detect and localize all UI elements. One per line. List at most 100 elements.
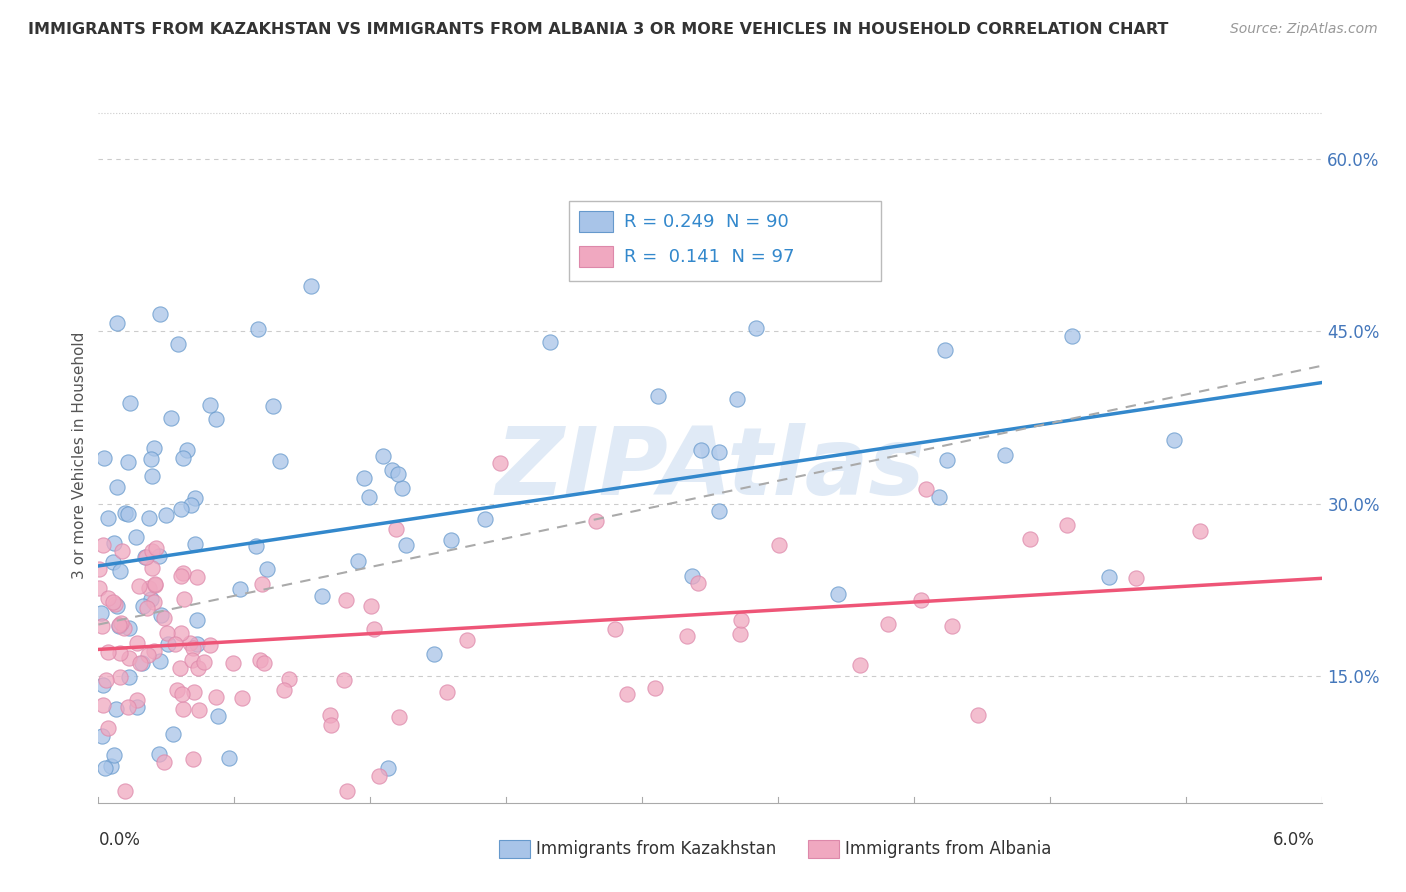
Point: [105, 599, 128, 613]
Point: [489, 456, 512, 470]
Point: [193, 655, 215, 669]
Point: [928, 490, 950, 504]
Point: [145, 541, 167, 555]
Point: [262, 399, 284, 413]
Point: [690, 443, 713, 458]
Point: [110, 616, 132, 631]
Point: [97, 645, 120, 659]
Point: [363, 622, 385, 636]
Point: [141, 544, 163, 558]
Point: [849, 658, 872, 673]
Point: [827, 586, 849, 600]
Point: [90, 619, 112, 633]
Bar: [579, 211, 613, 232]
Point: [207, 708, 229, 723]
Point: [141, 592, 163, 607]
Text: ZIPAtlas: ZIPAtlas: [495, 423, 925, 515]
Point: [117, 507, 139, 521]
Point: [186, 613, 208, 627]
Point: [169, 661, 191, 675]
Text: IMMIGRANTS FROM KAZAKHSTAN VS IMMIGRANTS FROM ALBANIA 3 OR MORE VEHICLES IN HOUS: IMMIGRANTS FROM KAZAKHSTAN VS IMMIGRANTS…: [28, 22, 1168, 37]
Point: [131, 656, 153, 670]
Point: [245, 539, 267, 553]
Point: [253, 656, 276, 670]
Point: [377, 761, 399, 775]
Point: [200, 638, 222, 652]
Point: [436, 685, 458, 699]
Point: [143, 577, 166, 591]
Point: [186, 570, 208, 584]
Point: [157, 636, 180, 650]
Point: [118, 651, 141, 665]
Point: [97, 511, 120, 525]
Point: [117, 455, 139, 469]
Point: [107, 618, 129, 632]
Point: [367, 769, 389, 783]
Text: Source: ZipAtlas.com: Source: ZipAtlas.com: [1230, 22, 1378, 37]
Point: [170, 501, 193, 516]
Point: [371, 449, 394, 463]
Point: [148, 549, 170, 563]
Point: [103, 747, 125, 762]
Point: [728, 626, 751, 640]
Point: [993, 448, 1015, 462]
Point: [91, 678, 114, 692]
Point: [384, 522, 406, 536]
Point: [117, 700, 139, 714]
Point: [143, 577, 166, 591]
Point: [319, 708, 342, 723]
Point: [231, 691, 253, 706]
Point: [172, 701, 194, 715]
Point: [89, 606, 111, 620]
Point: [128, 579, 150, 593]
Point: [353, 471, 375, 485]
Point: [321, 718, 343, 732]
Point: [181, 640, 204, 655]
Point: [1060, 329, 1083, 343]
Point: [148, 747, 170, 761]
Point: [681, 569, 703, 583]
Point: [97, 591, 120, 606]
Point: [1056, 518, 1078, 533]
Point: [172, 450, 194, 465]
Point: [222, 656, 245, 670]
Point: [391, 481, 413, 495]
Point: [676, 629, 699, 643]
Text: R = 0.249  N = 90: R = 0.249 N = 90: [624, 213, 789, 231]
Point: [269, 454, 291, 468]
Point: [252, 577, 274, 591]
Point: [159, 411, 181, 425]
Point: [335, 592, 357, 607]
Point: [153, 610, 176, 624]
Point: [360, 599, 382, 613]
Point: [91, 538, 114, 552]
Point: [172, 566, 194, 581]
Point: [136, 601, 159, 615]
Point: [120, 396, 142, 410]
Point: [87, 562, 110, 576]
Point: [647, 389, 669, 403]
Point: [136, 648, 159, 662]
Point: [111, 543, 134, 558]
Point: [725, 392, 748, 406]
Point: [87, 581, 110, 595]
Point: [395, 538, 418, 552]
Point: [456, 633, 478, 648]
Point: [183, 685, 205, 699]
Point: [1163, 433, 1185, 447]
Point: [91, 698, 114, 712]
Point: [1098, 570, 1121, 584]
Point: [745, 320, 768, 334]
Point: [768, 538, 790, 552]
Point: [179, 636, 201, 650]
Point: [204, 412, 226, 426]
Point: [139, 451, 162, 466]
Point: [173, 592, 195, 607]
Point: [935, 453, 957, 467]
Point: [129, 656, 152, 670]
Point: [277, 672, 299, 686]
Point: [180, 498, 202, 512]
Point: [585, 514, 607, 528]
Point: [249, 653, 271, 667]
Point: [93, 450, 115, 465]
